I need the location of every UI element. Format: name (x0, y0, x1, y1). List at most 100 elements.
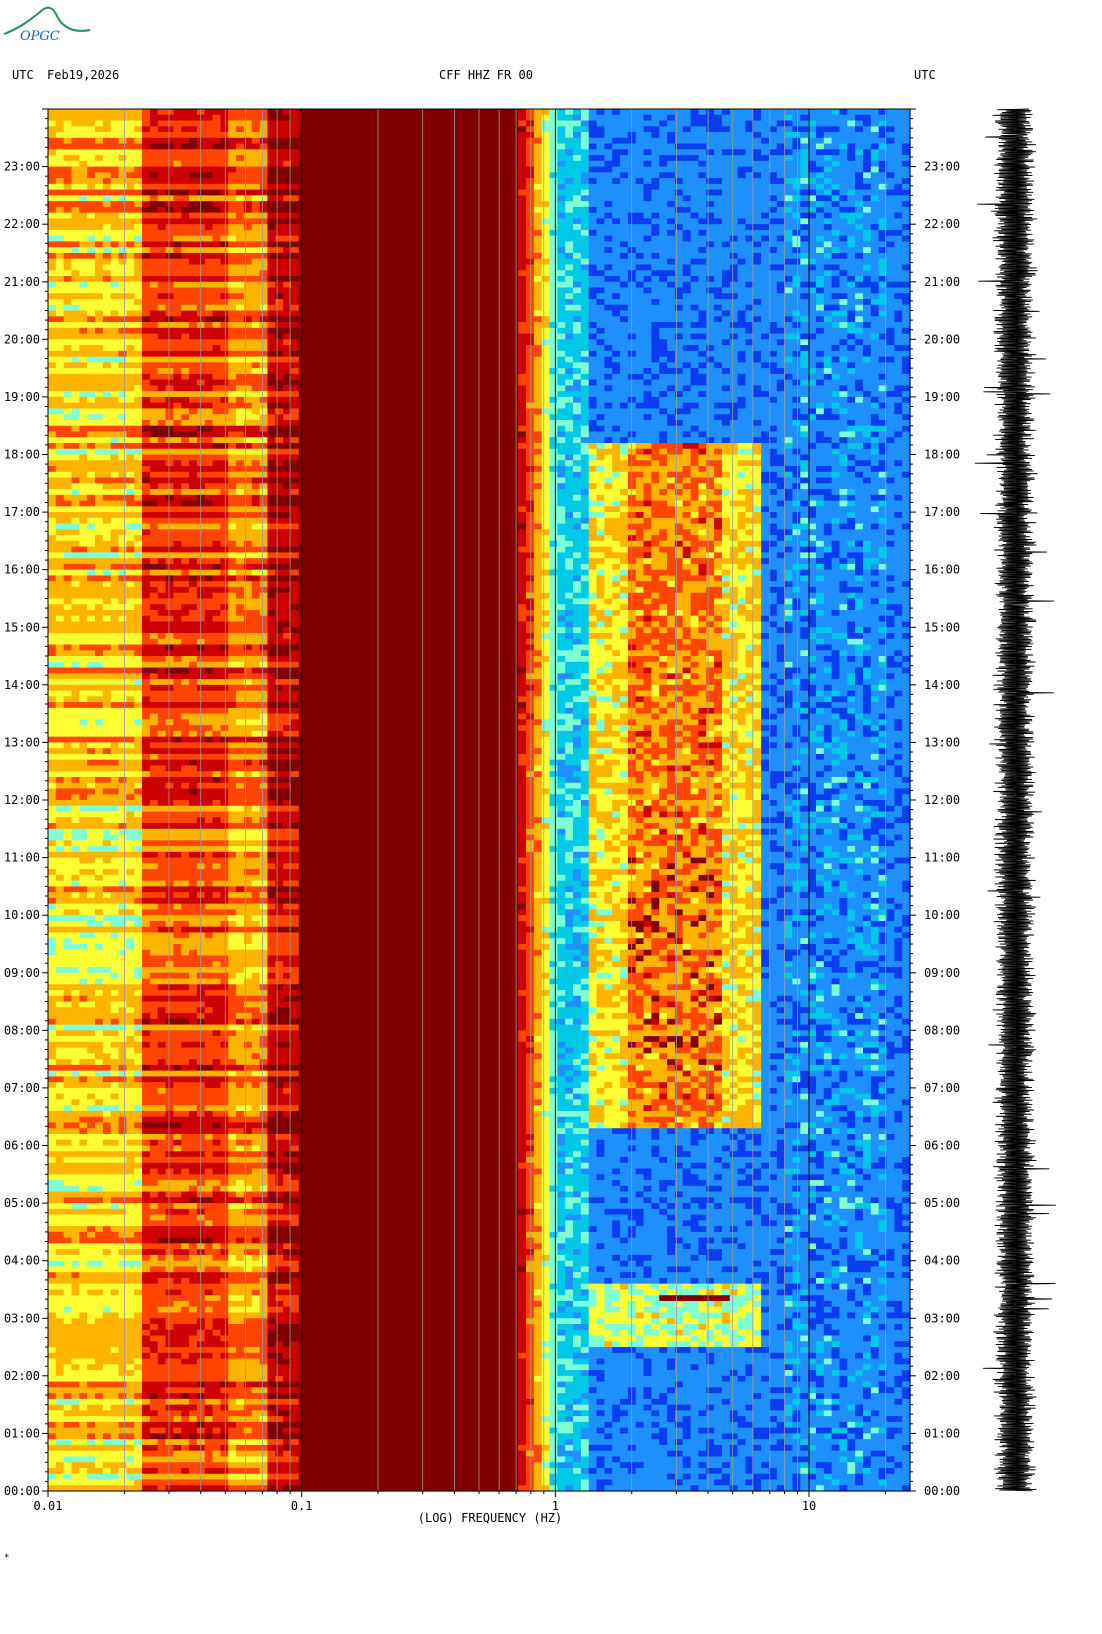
heatmap-cell (487, 224, 495, 230)
heatmap-cell (902, 259, 910, 265)
heatmap-cell (416, 259, 424, 265)
heatmap-cell (691, 184, 699, 190)
heatmap-cell (777, 207, 785, 213)
heatmap-cell (785, 230, 793, 236)
heatmap-cell (769, 311, 777, 317)
heatmap-cell (267, 144, 275, 150)
heatmap-cell (800, 305, 808, 311)
heatmap-cell (158, 305, 166, 311)
heatmap-cell (832, 305, 840, 311)
heatmap-cell (800, 247, 808, 253)
heatmap-cell (769, 184, 777, 190)
heatmap-cell (220, 311, 228, 317)
heatmap-cell (542, 121, 550, 127)
heatmap-cell (518, 293, 526, 299)
heatmap-cell (816, 264, 824, 270)
heatmap-cell (503, 311, 511, 317)
heatmap-cell (698, 299, 706, 305)
heatmap-cell (408, 126, 416, 132)
heatmap-cell (832, 253, 840, 259)
heatmap-cell (158, 172, 166, 178)
heatmap-cell (56, 201, 64, 207)
heatmap-cell (589, 282, 597, 288)
heatmap-cell (871, 172, 879, 178)
heatmap-cell (173, 288, 181, 294)
heatmap-cell (503, 184, 511, 190)
heatmap-cell (855, 195, 863, 201)
heatmap-cell (847, 230, 855, 236)
heatmap-cell (424, 282, 432, 288)
heatmap-cell (691, 282, 699, 288)
heatmap-cell (448, 241, 456, 247)
heatmap-cell (785, 218, 793, 224)
heatmap-cell (236, 288, 244, 294)
heatmap-cell (432, 288, 440, 294)
heatmap-cell (166, 213, 174, 219)
heatmap-cell (534, 138, 542, 144)
heatmap-cell (863, 230, 871, 236)
heatmap-cell (847, 311, 855, 317)
heatmap-cell (902, 253, 910, 259)
heatmap-cell (573, 316, 581, 322)
heatmap-cell (228, 161, 236, 167)
heatmap-cell (463, 109, 471, 115)
heatmap-cell (589, 115, 597, 121)
heatmap-cell (228, 213, 236, 219)
heatmap-cell (385, 178, 393, 184)
heatmap-cell (56, 230, 64, 236)
heatmap-cell (589, 241, 597, 247)
heatmap-cell (565, 253, 573, 259)
heatmap-cell (863, 288, 871, 294)
heatmap-cell (839, 201, 847, 207)
heatmap-cell (220, 207, 228, 213)
heatmap-cell (119, 270, 127, 276)
heatmap-cell (369, 288, 377, 294)
heatmap-cell (863, 270, 871, 276)
heatmap-cell (385, 161, 393, 167)
heatmap-cell (667, 138, 675, 144)
heatmap-cell (291, 276, 299, 282)
heatmap-cell (87, 264, 95, 270)
heatmap-cell (236, 138, 244, 144)
heatmap-cell (902, 144, 910, 150)
heatmap-cell (471, 270, 479, 276)
heatmap-cell (275, 293, 283, 299)
heatmap-cell (440, 299, 448, 305)
heatmap-cell (134, 132, 142, 138)
heatmap-cell (738, 270, 746, 276)
heatmap-cell (510, 224, 518, 230)
heatmap-cell (64, 264, 72, 270)
heatmap-cell (479, 299, 487, 305)
heatmap-cell (322, 115, 330, 121)
heatmap-cell (189, 282, 197, 288)
heatmap-cell (487, 288, 495, 294)
heatmap-cell (150, 241, 158, 247)
heatmap-cell (87, 316, 95, 322)
heatmap-cell (401, 184, 409, 190)
heatmap-cell (189, 138, 197, 144)
heatmap-cell (753, 224, 761, 230)
heatmap-cell (894, 230, 902, 236)
heatmap-cell (330, 195, 338, 201)
heatmap-cell (432, 224, 440, 230)
heatmap-cell (785, 109, 793, 115)
heatmap-cell (166, 305, 174, 311)
heatmap-cell (134, 138, 142, 144)
heatmap-cell (291, 316, 299, 322)
heatmap-cell (698, 316, 706, 322)
heatmap-cell (479, 132, 487, 138)
heatmap-cell (847, 167, 855, 173)
heatmap-cell (330, 288, 338, 294)
heatmap-cell (401, 293, 409, 299)
heatmap-cell (220, 253, 228, 259)
heatmap-cell (589, 293, 597, 299)
heatmap-cell (393, 155, 401, 161)
heatmap-cell (683, 224, 691, 230)
heatmap-cell (338, 311, 346, 317)
heatmap-cell (698, 144, 706, 150)
heatmap-cell (761, 155, 769, 161)
heatmap-cell (691, 264, 699, 270)
heatmap-cell (346, 270, 354, 276)
heatmap-cell (181, 322, 189, 328)
heatmap-cell (260, 322, 268, 328)
